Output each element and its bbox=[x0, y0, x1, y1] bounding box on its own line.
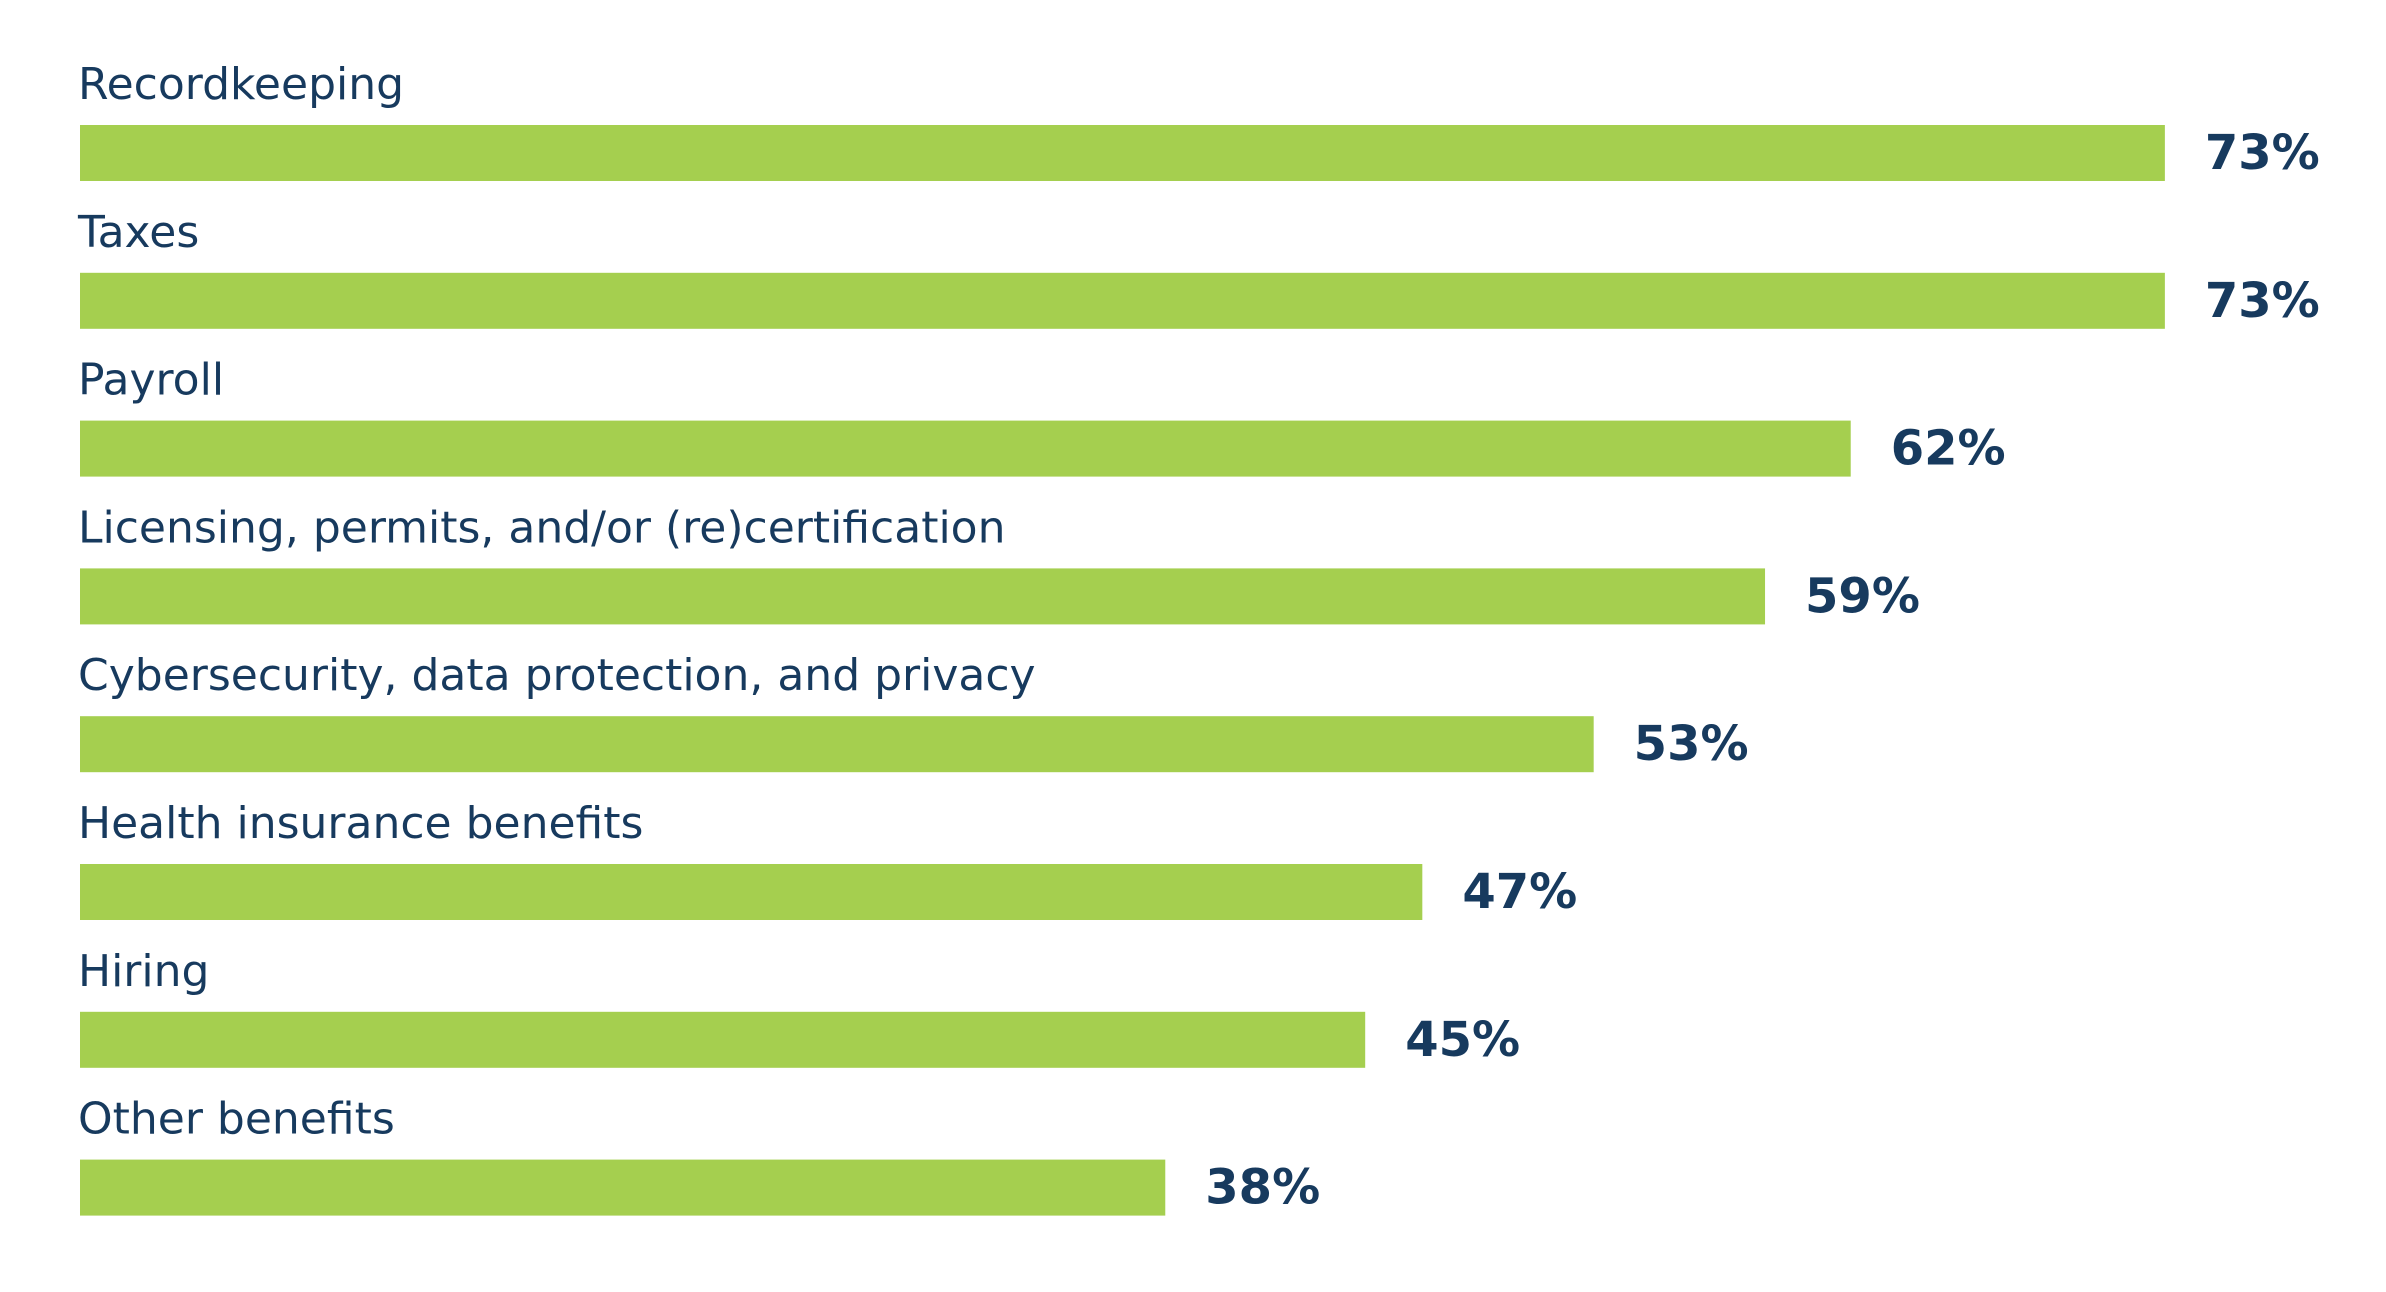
bar bbox=[80, 1011, 1366, 1068]
value-label: 59% bbox=[1805, 568, 1920, 624]
category-label: Payroll bbox=[78, 355, 224, 406]
bar bbox=[80, 272, 2165, 329]
bar bbox=[80, 864, 1423, 920]
category-label: Cybersecurity, data protection, and priv… bbox=[78, 650, 1036, 701]
value-label: 53% bbox=[1634, 716, 1749, 772]
value-label: 47% bbox=[1462, 864, 1577, 920]
bar bbox=[80, 716, 1594, 773]
category-label: Licensing, permits, and/or (re)certifica… bbox=[78, 502, 1005, 553]
category-label: Hiring bbox=[78, 946, 209, 997]
value-label: 38% bbox=[1205, 1160, 1320, 1216]
value-label: 62% bbox=[1891, 421, 2006, 477]
value-label: 73% bbox=[2205, 125, 2320, 181]
bar bbox=[80, 420, 1851, 477]
bar bbox=[80, 568, 1766, 625]
category-label: Health insurance benefits bbox=[78, 798, 643, 849]
value-label: 73% bbox=[2205, 273, 2320, 329]
category-label: Taxes bbox=[77, 207, 199, 258]
category-label: Recordkeeping bbox=[78, 59, 404, 110]
bar bbox=[80, 1159, 1166, 1216]
value-label: 45% bbox=[1405, 1012, 1520, 1068]
bar bbox=[80, 125, 2165, 181]
category-label: Other benefits bbox=[78, 1094, 395, 1145]
